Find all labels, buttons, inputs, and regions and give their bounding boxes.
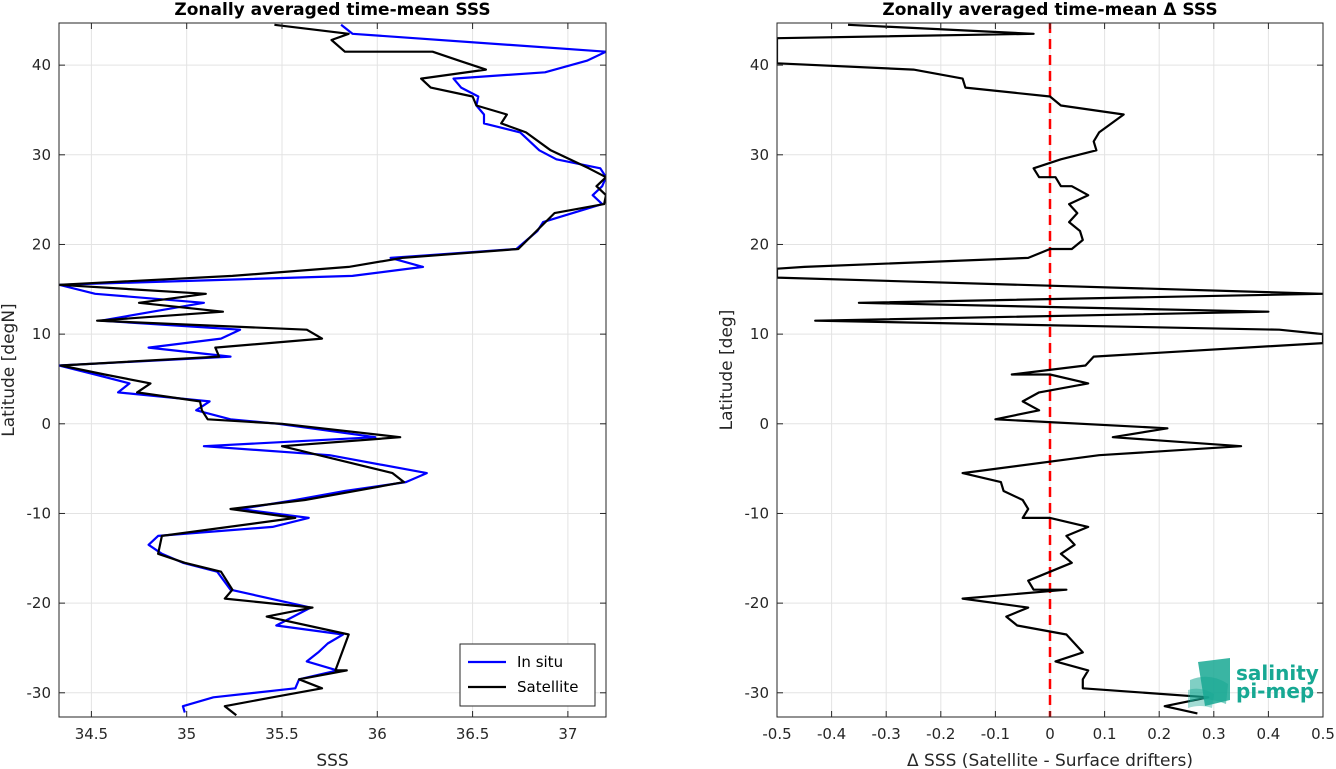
y-tick-label: 20 xyxy=(32,235,51,253)
x-tick-label: 0 xyxy=(1045,725,1055,743)
left-chart-title: Zonally averaged time-mean SSS xyxy=(174,0,490,20)
right-x-axis-label: Δ SSS (Satellite - Surface drifters) xyxy=(907,751,1193,769)
x-tick-label: -0.4 xyxy=(817,725,846,743)
left-y-axis-label: Latitude [degN] xyxy=(0,303,19,436)
y-tick-label: -30 xyxy=(745,684,770,702)
left-x-axis-label: SSS xyxy=(316,751,348,769)
right-chart-title: Zonally averaged time-mean Δ SSS xyxy=(882,0,1217,20)
x-tick-label: -0.1 xyxy=(981,725,1010,743)
legend-label-in-situ: In situ xyxy=(517,653,563,671)
x-tick-label: -0.3 xyxy=(872,725,901,743)
logo-text-line2: pi-mep xyxy=(1236,679,1314,703)
y-tick-label: 40 xyxy=(750,56,769,74)
y-tick-label: -30 xyxy=(27,684,52,702)
y-tick-label: -20 xyxy=(745,594,770,612)
x-tick-label: 37 xyxy=(558,725,577,743)
legend-box xyxy=(459,643,596,707)
y-tick-label: 0 xyxy=(759,415,769,433)
y-tick-label: -10 xyxy=(745,504,770,522)
x-tick-label: 36.5 xyxy=(456,725,489,743)
left-series-line-in-situ xyxy=(59,23,606,713)
y-tick-label: 20 xyxy=(750,235,769,253)
logo-text-line1: salinity xyxy=(1236,661,1319,685)
y-tick-label: 0 xyxy=(41,415,51,433)
left-series-line-satellite xyxy=(59,23,606,717)
x-tick-label: 0.5 xyxy=(1311,725,1335,743)
x-tick-label: -0.2 xyxy=(926,725,955,743)
x-tick-label: 0.3 xyxy=(1202,725,1226,743)
left-plot-area xyxy=(59,23,606,717)
y-tick-label: 10 xyxy=(32,325,51,343)
pi-mep-logo-mark-icon xyxy=(1188,658,1230,708)
right-series-line-delta-sss xyxy=(777,23,1323,715)
left-grid xyxy=(59,23,606,717)
y-tick-label: 40 xyxy=(32,56,51,74)
x-tick-label: 35.5 xyxy=(265,725,298,743)
x-tick-label: 35 xyxy=(177,725,196,743)
x-tick-label: 0.2 xyxy=(1147,725,1171,743)
x-tick-label: 0.1 xyxy=(1093,725,1117,743)
x-tick-label: 36 xyxy=(368,725,387,743)
right-axes: -0.5 -0.4 -0.3 -0.2 -0.1 0 0.1 0.2 0.3 0.4 0.5 -30 -… xyxy=(717,0,1335,769)
left-legend: In situ Satellite xyxy=(459,643,596,707)
x-tick-label: 0.4 xyxy=(1256,725,1280,743)
y-tick-label: 30 xyxy=(750,146,769,164)
left-axes: 34.5 35 35.5 36 36.5 37 -30 -20 -10 0 10 20 30 40 Zona… xyxy=(0,0,607,769)
y-tick-label: 10 xyxy=(750,325,769,343)
y-tick-label: 30 xyxy=(32,146,51,164)
y-tick-label: -20 xyxy=(27,594,52,612)
right-y-axis-label: Latitude [deg] xyxy=(717,310,737,431)
x-tick-label: -0.5 xyxy=(762,725,791,743)
x-tick-label: 34.5 xyxy=(75,725,108,743)
y-tick-label: -10 xyxy=(27,504,52,522)
legend-label-satellite: Satellite xyxy=(517,678,578,696)
left-axes-frame xyxy=(58,22,607,718)
